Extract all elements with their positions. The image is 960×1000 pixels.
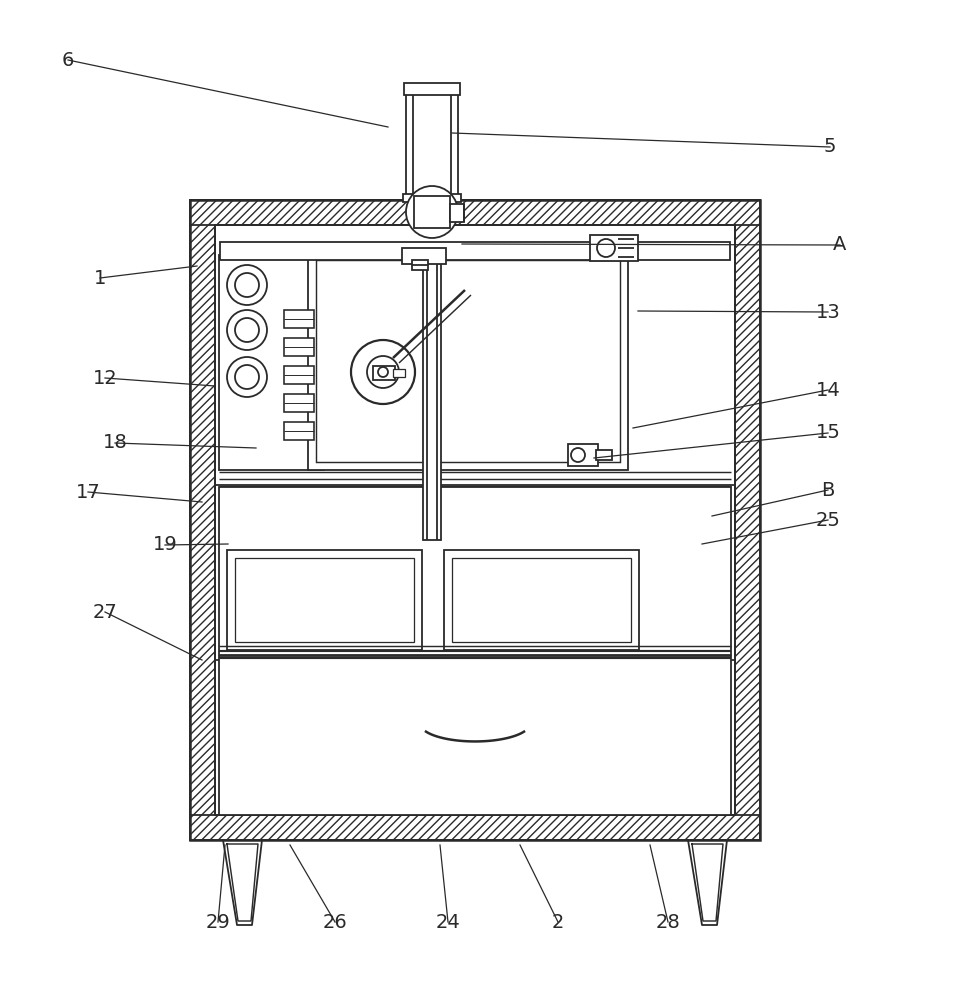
Bar — [590, 235, 638, 261]
Text: 13: 13 — [816, 302, 840, 322]
Text: 17: 17 — [76, 483, 101, 502]
Circle shape — [227, 310, 267, 350]
Bar — [190, 815, 760, 840]
Bar — [215, 225, 735, 815]
Polygon shape — [688, 840, 727, 925]
Text: 29: 29 — [205, 912, 230, 932]
Bar — [284, 394, 314, 412]
Bar — [414, 196, 450, 228]
Polygon shape — [223, 840, 262, 925]
Bar — [452, 558, 631, 642]
Bar — [190, 200, 215, 840]
Bar — [444, 550, 639, 650]
Text: 25: 25 — [816, 510, 840, 530]
Circle shape — [227, 357, 267, 397]
Bar — [190, 200, 760, 840]
Bar — [596, 450, 612, 460]
Bar — [284, 338, 314, 356]
Bar — [406, 85, 458, 200]
Bar — [284, 366, 314, 384]
Bar — [190, 200, 760, 225]
Bar — [568, 444, 598, 466]
Text: A: A — [833, 235, 847, 254]
Polygon shape — [227, 844, 258, 921]
Text: 15: 15 — [816, 424, 840, 442]
Text: 24: 24 — [436, 912, 461, 932]
Bar — [220, 242, 730, 260]
Text: 1: 1 — [94, 268, 107, 288]
Bar — [423, 260, 441, 540]
Bar — [219, 255, 324, 470]
Bar — [393, 369, 405, 377]
Text: 27: 27 — [92, 602, 117, 621]
Text: 12: 12 — [92, 368, 117, 387]
Text: 26: 26 — [323, 912, 348, 932]
Circle shape — [406, 186, 458, 238]
Circle shape — [597, 239, 615, 257]
Circle shape — [418, 198, 446, 226]
Text: 5: 5 — [824, 137, 836, 156]
Bar — [215, 485, 735, 660]
Circle shape — [235, 365, 259, 389]
Bar — [219, 487, 731, 655]
Text: 2: 2 — [552, 912, 564, 932]
Bar — [404, 83, 460, 95]
Bar — [284, 422, 314, 440]
Circle shape — [227, 265, 267, 305]
Bar — [413, 85, 451, 200]
Text: 28: 28 — [656, 912, 681, 932]
Bar — [235, 558, 414, 642]
Text: 18: 18 — [103, 434, 128, 452]
Polygon shape — [692, 844, 723, 921]
Bar — [227, 550, 422, 650]
Bar — [735, 200, 760, 840]
Text: 6: 6 — [61, 50, 74, 70]
Circle shape — [235, 273, 259, 297]
Bar — [450, 204, 464, 222]
Bar — [316, 260, 620, 462]
Bar — [190, 200, 760, 840]
Circle shape — [235, 318, 259, 342]
Bar — [284, 310, 314, 328]
Bar — [403, 194, 461, 202]
Text: 19: 19 — [153, 536, 178, 554]
Circle shape — [378, 367, 388, 377]
Bar — [412, 260, 428, 270]
Text: B: B — [822, 481, 834, 499]
Text: 14: 14 — [816, 380, 840, 399]
Bar — [219, 656, 731, 815]
Bar — [308, 252, 628, 470]
Circle shape — [367, 356, 399, 388]
Circle shape — [571, 448, 585, 462]
Circle shape — [351, 340, 415, 404]
Bar — [402, 248, 446, 264]
Bar — [373, 366, 395, 380]
